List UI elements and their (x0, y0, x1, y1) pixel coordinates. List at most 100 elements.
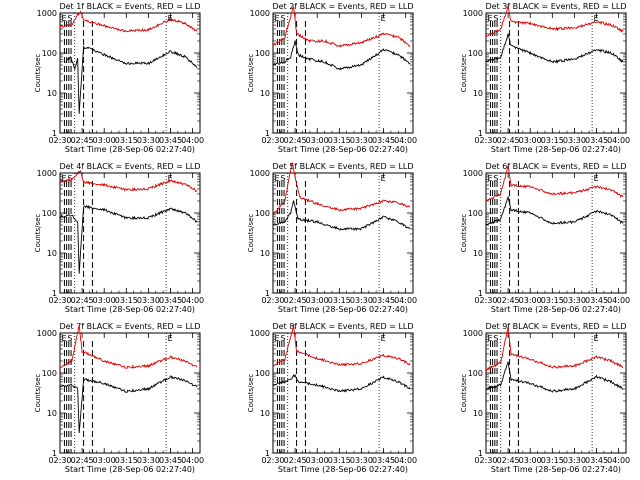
y-axis-label: Counts/sec (460, 54, 468, 93)
x-tick-label: 03:00 (93, 296, 116, 305)
plot-frame (59, 332, 201, 454)
y-tick-label: 10 (260, 409, 270, 418)
x-tick-label: 04:00 (394, 296, 417, 305)
x-tick-label: 03:30 (137, 136, 160, 145)
x-tick-label: 04:00 (607, 456, 630, 465)
x-tick-label: 04:00 (607, 136, 630, 145)
detector-panel-2: Det 2f BLACK = Events, RED = LLD 1 10 100 10… (213, 0, 426, 160)
chart-svg: Det 1f BLACK = Events, RED = LLD 1 10 100 10… (34, 2, 204, 154)
x-tick-label: 02:30 (261, 296, 284, 305)
marker-label: E (274, 174, 279, 183)
marker-label: E (168, 174, 173, 183)
y-tick-label: 100 (42, 369, 57, 378)
detector-panel-3: Det 3f BLACK = Events, RED = LLD 1 10 100 10… (426, 0, 639, 160)
x-tick-label: 03:45 (372, 296, 395, 305)
lld-series-line (272, 162, 411, 215)
chart-title: Det 1f BLACK = Events, RED = LLD (59, 2, 200, 11)
x-tick-label: 02:45 (497, 296, 520, 305)
x-tick-label: 03:00 (93, 456, 116, 465)
y-tick-label: 100 (255, 369, 270, 378)
marker-label: E (61, 334, 66, 343)
detector-panel-6: Det 6f BLACK = Events, RED = LLD 1 10 100 10… (426, 160, 639, 320)
y-tick-label: 100 (255, 209, 270, 218)
x-tick-label: 03:30 (350, 456, 373, 465)
x-axis-label: Start Time (28-Sep-06 02:27:40) (278, 465, 408, 474)
x-tick-label: 03:15 (115, 456, 138, 465)
marker-label: E (381, 14, 386, 23)
x-tick-label: 04:00 (394, 456, 417, 465)
x-tick-label: 02:45 (497, 136, 520, 145)
detector-panel-5: Det 5f BLACK = Events, RED = LLD 1 10 100 10… (213, 160, 426, 320)
x-tick-label: 03:30 (563, 296, 586, 305)
y-tick-label: 1000 (463, 9, 483, 18)
marker-label: E (61, 14, 66, 23)
x-tick-label: 03:45 (159, 296, 182, 305)
detector-panel-1: Det 1f BLACK = Events, RED = LLD 1 10 100 10… (0, 0, 213, 160)
marker-label: E (381, 174, 386, 183)
chart-title: Det 9f BLACK = Events, RED = LLD (485, 322, 626, 331)
x-tick-label: 02:30 (474, 296, 497, 305)
y-tick-label: 10 (473, 89, 483, 98)
events-series-line (272, 40, 411, 71)
x-tick-label: 02:30 (48, 296, 71, 305)
x-tick-label: 03:15 (541, 296, 564, 305)
y-axis-label: Counts/sec (34, 54, 42, 93)
y-tick-label: 1 (52, 129, 57, 138)
lld-series-line (59, 10, 198, 33)
x-tick-label: 03:45 (159, 456, 182, 465)
y-tick-label: 1 (478, 129, 483, 138)
y-tick-label: 10 (260, 249, 270, 258)
chart-title: Det 5f BLACK = Events, RED = LLD (272, 162, 413, 171)
x-tick-label: 02:45 (71, 456, 94, 465)
plot-frame (59, 12, 201, 134)
marker-label: E (61, 174, 66, 183)
x-tick-label: 03:45 (585, 296, 608, 305)
y-tick-label: 1000 (37, 9, 57, 18)
x-tick-label: 03:00 (306, 456, 329, 465)
y-tick-label: 10 (47, 249, 57, 258)
marker-label: E (487, 334, 492, 343)
events-series-line (485, 361, 624, 393)
x-tick-label: 03:00 (306, 296, 329, 305)
x-tick-label: 02:45 (284, 296, 307, 305)
y-axis-label: Counts/sec (247, 214, 255, 253)
chart-svg: Det 6f BLACK = Events, RED = LLD 1 10 100 10… (460, 162, 630, 314)
x-tick-label: 03:15 (328, 456, 351, 465)
y-tick-label: 1 (478, 449, 483, 458)
marker-label: E (487, 174, 492, 183)
y-tick-label: 1 (478, 289, 483, 298)
lld-series-line (485, 326, 624, 372)
detector-panel-9: Det 9f BLACK = Events, RED = LLD 1 10 100 10… (426, 320, 639, 480)
y-axis-label: Counts/sec (247, 54, 255, 93)
x-tick-label: 03:00 (519, 296, 542, 305)
x-tick-label: 03:00 (306, 136, 329, 145)
events-series-line (485, 33, 624, 64)
x-tick-label: 02:30 (48, 136, 71, 145)
x-tick-label: 02:45 (71, 136, 94, 145)
lld-series-line (485, 5, 624, 38)
marker-label: S (67, 334, 72, 343)
x-tick-label: 03:45 (159, 136, 182, 145)
y-tick-label: 1000 (250, 169, 270, 178)
detector-panel-8: Det 8f BLACK = Events, RED = LLD 1 10 100 10… (213, 320, 426, 480)
lld-series-line (60, 170, 198, 193)
events-series-line (59, 204, 198, 274)
y-tick-label: 100 (255, 49, 270, 58)
y-tick-label: 100 (42, 49, 57, 58)
lld-series-line (272, 5, 411, 48)
x-tick-label: 02:30 (474, 136, 497, 145)
marker-label: S (280, 334, 285, 343)
chart-svg: Det 5f BLACK = Events, RED = LLD 1 10 100 10… (247, 162, 417, 314)
x-tick-label: 03:45 (372, 456, 395, 465)
x-tick-label: 02:30 (261, 136, 284, 145)
marker-label: E (594, 334, 599, 343)
x-tick-label: 02:45 (284, 456, 307, 465)
x-tick-label: 03:00 (519, 456, 542, 465)
x-tick-label: 03:45 (372, 136, 395, 145)
x-tick-label: 03:15 (541, 456, 564, 465)
x-tick-label: 04:00 (181, 136, 204, 145)
x-tick-label: 02:30 (48, 456, 71, 465)
x-tick-label: 03:30 (137, 296, 160, 305)
chart-svg: Det 9f BLACK = Events, RED = LLD 1 10 100 10… (460, 322, 630, 474)
